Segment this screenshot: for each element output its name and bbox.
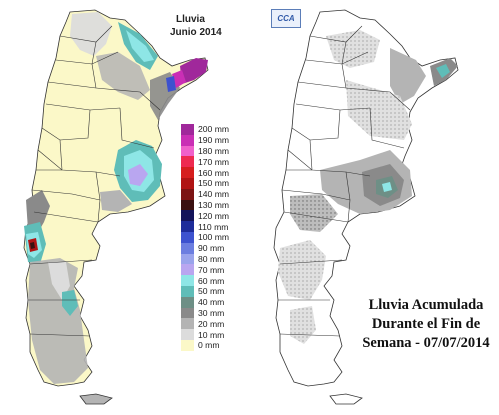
weekend-rainfall-caption: Lluvia Acumulada Durante el Fin de Seman… <box>355 296 497 353</box>
legend-label: 150 mm <box>198 178 230 189</box>
legend-swatch <box>181 210 194 222</box>
legend-label: 10 mm <box>198 329 225 340</box>
legend-label: 110 mm <box>198 221 229 232</box>
legend-label: 180 mm <box>198 145 230 156</box>
legend-row: 100 mm <box>181 231 247 243</box>
rain-zone-andes-dark-core <box>30 242 35 249</box>
caption-line-1: Lluvia Acumulada <box>368 297 484 313</box>
legend-label: 160 mm <box>198 167 230 178</box>
legend-label: 130 mm <box>198 199 230 210</box>
rain-zone-misiones-purple <box>180 58 208 84</box>
legend-row: 10 mm <box>181 329 247 340</box>
legend-swatch <box>181 177 194 189</box>
legend-row: 150 mm <box>181 177 247 189</box>
legend-label: 170 mm <box>198 156 230 167</box>
legend-row: 200 mm <box>181 124 247 135</box>
map-title-lluvia: Lluvia <box>176 14 205 25</box>
monthly-rainfall-map: Lluvia Junio 2014 <box>23 9 222 405</box>
legend-swatch <box>181 145 194 157</box>
legend-row: 80 mm <box>181 253 247 265</box>
legend-row: 20 mm <box>181 318 247 330</box>
province-borders-june <box>28 25 161 337</box>
legend-swatch <box>181 134 194 146</box>
weekend-zone-pampa-dotted <box>290 194 338 232</box>
legend-swatch <box>181 253 194 265</box>
legend-label: 190 mm <box>198 135 230 146</box>
rain-zone-center-grey <box>96 52 150 100</box>
legend-swatch <box>181 296 194 308</box>
legend-label: 0 mm <box>198 340 220 351</box>
legend-swatch <box>181 221 194 232</box>
legend-swatch <box>181 339 194 351</box>
weekend-zone-east-cyan <box>382 182 392 192</box>
legend-label: 140 mm <box>198 189 230 200</box>
legend-row: 110 mm <box>181 221 247 232</box>
legend-swatch <box>181 307 194 319</box>
legend-swatch <box>181 275 194 286</box>
weekend-zone-north-dotted <box>326 30 380 68</box>
legend-row: 180 mm <box>181 145 247 157</box>
rain-zone-northeast-cyan <box>126 30 154 62</box>
weekend-zone-patagonia-dotted <box>278 240 326 300</box>
rain-zone-north-grey <box>70 12 112 56</box>
rain-zone-patagonia-grey <box>28 258 88 384</box>
legend-label: 120 mm <box>198 210 230 221</box>
legend-label: 40 mm <box>198 297 225 308</box>
legend-row: 140 mm <box>181 188 247 200</box>
legend-swatch <box>181 242 194 254</box>
legend-label: 100 mm <box>198 232 230 243</box>
rain-zone-buenos-aires-grey <box>100 190 132 212</box>
rainfall-color-legend: 200 mm 190 mm 180 mm 170 mm 160 mm 150 mm 140 … <box>181 124 247 351</box>
legend-swatch <box>181 124 194 135</box>
rain-zone-south-teal <box>62 290 78 316</box>
legend-swatch <box>181 318 194 330</box>
legend-label: 80 mm <box>198 253 225 264</box>
caption-line-2: Durante el Fin de <box>371 316 481 332</box>
map-subtitle-month: Junio 2014 <box>170 27 222 38</box>
rain-zone-patagonia-lightgrey <box>48 262 70 300</box>
legend-row: 170 mm <box>181 156 247 168</box>
legend-swatch <box>181 285 194 297</box>
legend-row: 50 mm <box>181 285 247 297</box>
cca-logo-badge: CCA <box>271 9 301 28</box>
legend-swatch <box>181 167 194 178</box>
legend-swatch <box>181 156 194 168</box>
legend-label: 90 mm <box>198 243 225 254</box>
weekend-rainfall-map-panel: CCA <box>250 0 499 415</box>
tierra-del-fuego-weekend <box>329 393 363 405</box>
province-borders-weekend <box>278 25 411 337</box>
legend-label: 70 mm <box>198 264 225 275</box>
legend-row: 90 mm <box>181 242 247 254</box>
weekend-zone-misiones-teal <box>436 64 450 78</box>
legend-label: 50 mm <box>198 286 225 297</box>
legend-swatch <box>181 231 194 243</box>
legend-label: 200 mm <box>198 124 230 135</box>
legend-label: 60 mm <box>198 275 225 286</box>
legend-row: 40 mm <box>181 296 247 308</box>
weekend-zone-center-dotted <box>346 80 412 140</box>
legend-row: 130 mm <box>181 199 247 211</box>
rain-zone-misiones-blue <box>166 76 176 92</box>
monthly-rainfall-map-panel: Lluvia Junio 2014 200 mm 190 mm 180 mm 170 … <box>23 9 247 405</box>
legend-row: 0 mm <box>181 339 247 351</box>
legend-label: 30 mm <box>198 307 225 318</box>
weekend-rainfall-map <box>273 9 459 405</box>
legend-row: 30 mm <box>181 307 247 319</box>
legend-row: 60 mm <box>181 275 247 286</box>
legend-row: 70 mm <box>181 264 247 276</box>
legend-swatch <box>181 188 194 200</box>
legend-label: 20 mm <box>198 318 225 329</box>
legend-swatch <box>181 329 194 340</box>
legend-row: 190 mm <box>181 134 247 146</box>
legend-swatch <box>181 199 194 211</box>
tierra-del-fuego-june <box>79 393 113 405</box>
rain-zone-east-lavender <box>128 164 148 186</box>
legend-row: 160 mm <box>181 167 247 178</box>
weekend-zone-northeast-grey <box>390 48 426 104</box>
legend-swatch <box>181 264 194 276</box>
rain-zone-misiones-pink <box>172 70 186 88</box>
legend-row: 120 mm <box>181 210 247 222</box>
caption-line-3: Semana - 07/07/2014 <box>362 335 490 351</box>
